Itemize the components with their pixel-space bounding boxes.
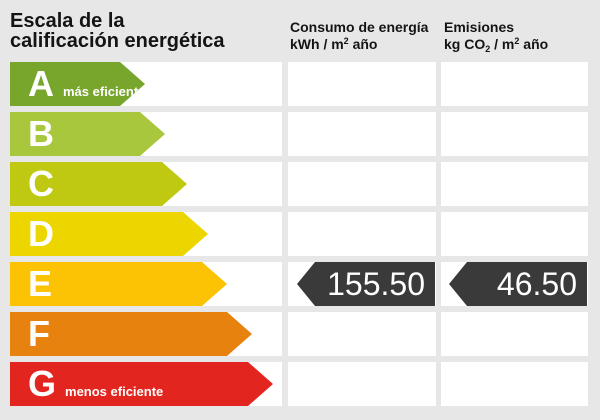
emissions-cell — [441, 312, 588, 356]
consumption-header-units: kWh / m2 año — [290, 36, 378, 52]
scale-row-B: B — [10, 112, 588, 156]
scale-row-E: E 155.50 46.50 — [10, 262, 588, 306]
consumption-value: 155.50 — [327, 265, 425, 302]
page-title-line1: Escala de la — [10, 10, 125, 32]
emissions-header-units: kg CO2 / m2 año — [444, 36, 549, 54]
page-title-line2: calificación energética — [10, 30, 225, 52]
emissions-cell: 46.50 — [441, 262, 588, 306]
emissions-value: 46.50 — [496, 265, 577, 302]
emissions-column-header: Emisiones kg CO2 / m2 año — [444, 19, 548, 55]
page-title: Escala de la calificación energética — [10, 11, 225, 51]
rating-letter: G — [28, 363, 57, 404]
rating-bar-E: E — [10, 262, 227, 306]
rating-note: más eficiente — [63, 84, 146, 99]
rating-bar-D: D — [10, 212, 208, 256]
rating-letter: E — [28, 263, 53, 304]
consumption-cell — [288, 112, 436, 156]
rating-letter: D — [28, 213, 54, 254]
emissions-cell — [441, 62, 588, 106]
consumption-cell — [288, 312, 436, 356]
rating-letter: F — [28, 313, 50, 354]
emissions-cell — [441, 112, 588, 156]
rating-letter: A — [28, 63, 54, 104]
consumption-value-badge: 155.50 — [297, 262, 435, 306]
consumption-cell — [288, 62, 436, 106]
rating-bar-C: C — [10, 162, 187, 206]
emissions-cell — [441, 362, 588, 406]
emissions-header-title: Emisiones — [444, 19, 515, 35]
scale-row-G: G menos eficiente — [10, 362, 588, 406]
emissions-cell — [441, 162, 588, 206]
rating-bar-F: F — [10, 312, 252, 356]
rating-note: menos eficiente — [65, 384, 164, 399]
consumption-cell — [288, 162, 436, 206]
scale-row-C: C — [10, 162, 588, 206]
emissions-value-badge: 46.50 — [449, 262, 587, 306]
rating-letter: C — [28, 163, 54, 204]
consumption-cell — [288, 362, 436, 406]
consumption-cell — [288, 212, 436, 256]
rating-bar-B: B — [10, 112, 165, 156]
scale-row-D: D — [10, 212, 588, 256]
rating-bar-A: A más eficiente — [10, 62, 145, 106]
consumption-column-header: Consumo de energía kWh / m2 año — [290, 19, 428, 55]
consumption-cell: 155.50 — [288, 262, 436, 306]
emissions-cell — [441, 212, 588, 256]
consumption-header-title: Consumo de energía — [290, 19, 429, 35]
rating-bar-G: G menos eficiente — [10, 362, 273, 406]
rating-letter: B — [28, 113, 54, 154]
scale-row-F: F — [10, 312, 588, 356]
scale-row-A: A más eficiente — [10, 62, 588, 106]
